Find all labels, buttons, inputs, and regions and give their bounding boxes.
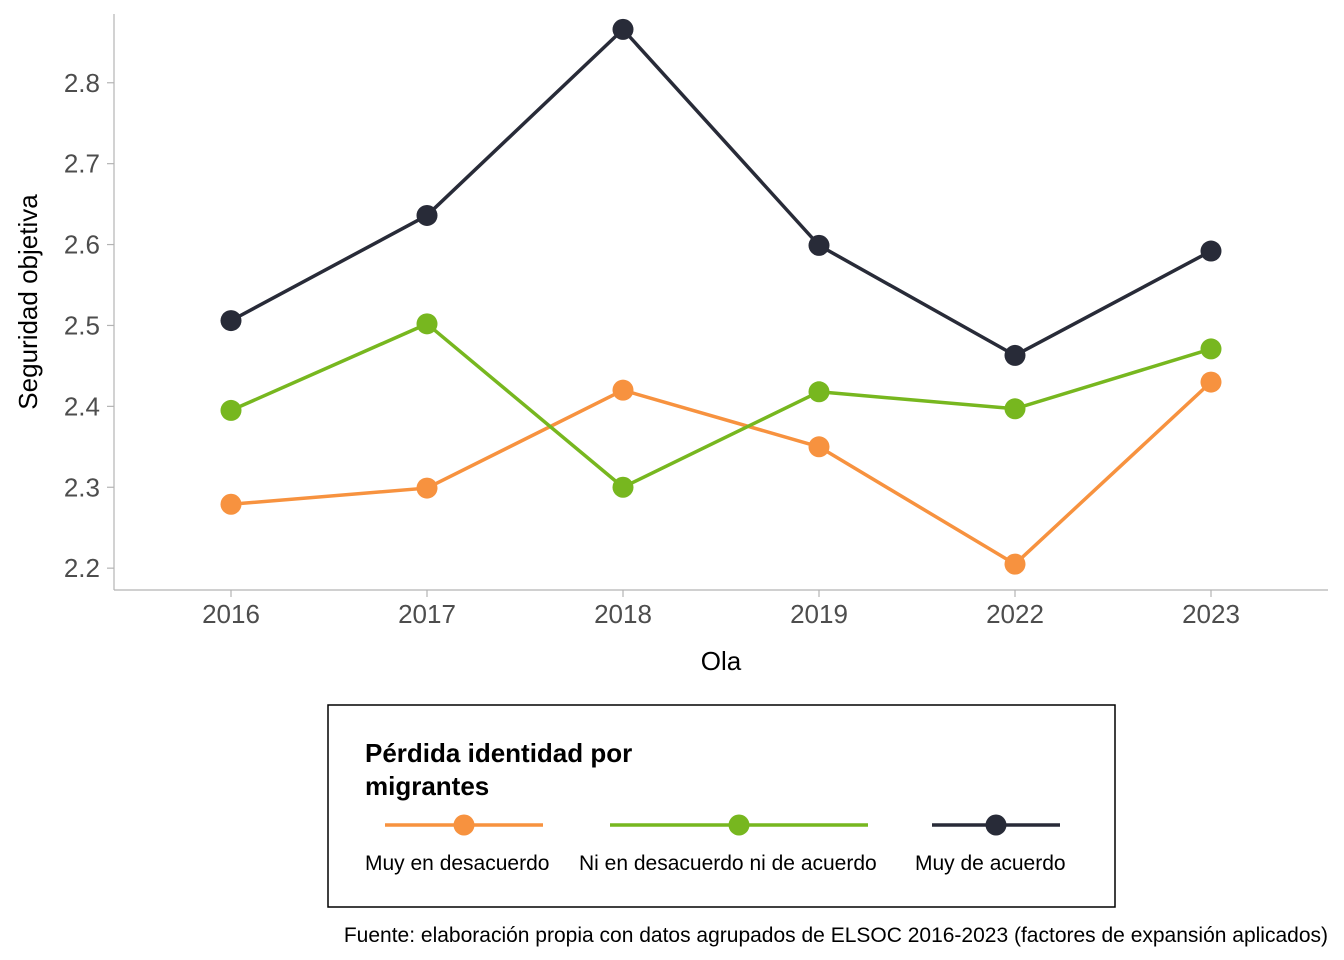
y-tick-label: 2.7: [64, 149, 100, 179]
data-point: [416, 313, 438, 335]
series-layer: [220, 18, 1222, 575]
series-0: [220, 371, 1222, 575]
legend-item: Ni en desacuerdo ni de acuerdo: [579, 814, 877, 875]
x-tick-label: 2019: [790, 599, 848, 629]
legend-items: Muy en desacuerdo Ni en desacuerdo ni de …: [365, 814, 1066, 875]
y-tick-label: 2.8: [64, 68, 100, 98]
legend-key-point: [728, 814, 750, 836]
x-axis-title: Ola: [701, 646, 742, 676]
data-point: [612, 476, 634, 498]
legend-key-point: [985, 814, 1007, 836]
legend-item: Muy de acuerdo: [915, 814, 1066, 875]
data-point: [1200, 240, 1222, 262]
series-2: [220, 18, 1222, 366]
data-point: [1200, 338, 1222, 360]
data-point: [1004, 344, 1026, 366]
legend-key-point: [453, 814, 475, 836]
data-point: [220, 310, 242, 332]
series-line: [230, 322, 1212, 490]
y-tick-label: 2.3: [64, 472, 100, 502]
x-tick-label: 2022: [986, 599, 1044, 629]
data-point: [1004, 553, 1026, 575]
data-point: [220, 399, 242, 421]
x-tick-label: 2016: [202, 599, 260, 629]
data-point: [612, 18, 634, 40]
legend: Pérdida identidad por migrantes Muy en d…: [327, 704, 1116, 908]
data-point: [612, 379, 634, 401]
y-tick-label: 2.6: [64, 230, 100, 260]
legend-item: Muy en desacuerdo: [365, 814, 549, 875]
data-point: [1004, 398, 1026, 420]
legend-title-line-2: migrantes: [365, 771, 489, 801]
data-point: [220, 493, 242, 515]
source-caption: Fuente: elaboración propia con datos agr…: [344, 924, 1328, 947]
data-point: [808, 234, 830, 256]
y-axis-ticks: 2.2 2.3 2.4 2.5 2.6 2.7 2.8: [64, 68, 114, 583]
data-point: [416, 204, 438, 226]
series-line: [230, 380, 1213, 566]
legend-label: Muy de acuerdo: [915, 852, 1066, 875]
data-point: [808, 381, 830, 403]
data-point: [1200, 371, 1222, 393]
y-tick-label: 2.2: [64, 553, 100, 583]
x-tick-label: 2018: [594, 599, 652, 629]
y-tick-label: 2.5: [64, 310, 100, 340]
legend-title-line-1: Pérdida identidad por: [365, 738, 632, 768]
x-axis-ticks: 2016 2017 2018 2019 2022 2023: [202, 590, 1240, 629]
legend-box: [327, 704, 1116, 908]
x-tick-label: 2023: [1182, 599, 1240, 629]
y-tick-label: 2.4: [64, 391, 100, 421]
x-tick-label: 2017: [398, 599, 456, 629]
y-axis-title: Seguridad objetiva: [13, 194, 43, 410]
data-point: [416, 477, 438, 499]
legend-label: Ni en desacuerdo ni de acuerdo: [579, 852, 877, 875]
legend-label: Muy en desacuerdo: [365, 852, 549, 875]
series-line: [230, 27, 1212, 358]
data-point: [808, 436, 830, 458]
series-1: [220, 313, 1222, 498]
